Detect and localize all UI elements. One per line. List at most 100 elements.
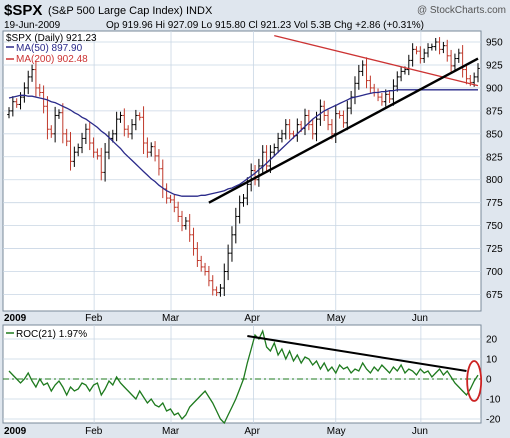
quote-date: 19-Jun-2009: [4, 20, 61, 31]
ohlc-bar: [241, 194, 246, 207]
ohlc-bar: [80, 132, 84, 154]
roc-highlight-circle: [466, 360, 483, 402]
ohlc-bar: [310, 119, 315, 140]
ohlc-bar: [426, 43, 430, 58]
ohlc-bar: [26, 70, 31, 95]
legend-ma50-label: MA(50) 897.90: [16, 43, 83, 54]
ohlc-bar: [30, 64, 34, 82]
ohlc-bar: [476, 63, 480, 83]
ohlc-bar: [326, 109, 330, 131]
ohlc-bar: [260, 145, 265, 174]
ohlc-bar: [130, 119, 134, 140]
ohlc-bar: [118, 111, 123, 123]
ohlc-bar: [122, 108, 127, 137]
ohlc-bar: [307, 109, 311, 131]
ohlc-bar: [276, 132, 280, 154]
ohlc-bar: [341, 110, 346, 128]
roc-panel: [2, 324, 482, 424]
ohlc-bar: [345, 100, 350, 131]
ohlc-bar: [456, 48, 461, 63]
price-month-label: Mar: [162, 313, 180, 324]
ohlc-bar: [172, 194, 177, 213]
roc-tick-label: 10: [486, 355, 498, 366]
roc-month-label: Feb: [85, 426, 103, 437]
legend-roc-label: ROC(21) 1.97%: [16, 329, 87, 340]
ohlc-bar: [364, 57, 369, 89]
ohlc-bar: [57, 109, 61, 119]
ohlc-bar: [287, 119, 292, 140]
ohlc-bar: [141, 106, 146, 155]
ohlc-bar: [357, 64, 361, 90]
ohlc-bar: [149, 142, 154, 157]
ohlc-bar: [199, 255, 204, 272]
ohlc-bar: [395, 71, 400, 92]
price-tick-label: 800: [486, 175, 503, 186]
ohlc-bar: [61, 103, 65, 144]
ohlc-bar: [168, 194, 173, 204]
roc-month-label: May: [327, 426, 346, 437]
ohlc-bar: [257, 158, 261, 187]
ohlc-bar: [72, 146, 77, 167]
ohlc-bar: [14, 98, 19, 108]
roc-tick-label: 0: [486, 375, 492, 386]
ohlc-bar: [7, 107, 11, 119]
ohlc-bar: [49, 125, 54, 138]
ohlc-bar: [318, 99, 323, 126]
ohlc-bar: [368, 75, 373, 93]
price-month-label: Feb: [85, 313, 103, 324]
ohlc-bar: [453, 53, 457, 71]
ohlc-bar: [430, 43, 434, 51]
ohlc-bar: [84, 123, 88, 144]
ohlc-bar: [230, 226, 234, 262]
ohlc-bar: [22, 82, 27, 103]
roc-line: [8, 329, 479, 425]
ohlc-bar: [99, 147, 104, 181]
price-tick-label: 850: [486, 129, 503, 140]
price-x-axis-labels: 2009 Feb Mar Apr May Jun: [4, 313, 428, 324]
ohlc-bar: [283, 119, 288, 140]
ohlc-bar: [449, 49, 453, 72]
roc-month-label: 2009: [4, 426, 27, 437]
stockcharts-watermark: @ StockCharts.com: [417, 5, 506, 16]
ohlc-bar: [249, 163, 253, 192]
ohlc-bar: [272, 143, 277, 157]
ohlc-bar: [184, 216, 188, 230]
ohlc-bar: [234, 207, 238, 244]
ohlc-bar: [380, 93, 384, 106]
price-tick-label: 775: [486, 198, 503, 209]
ohlc-bar: [226, 244, 230, 281]
ohlc-bar: [460, 45, 465, 78]
ohlc-bar: [383, 89, 388, 107]
ohlc-bar: [53, 106, 57, 143]
price-tick-label: 825: [486, 152, 503, 163]
ohlc-bar: [264, 145, 269, 174]
ohlc-bar: [68, 131, 73, 171]
roc-legend: ROC(21) 1.97%: [6, 329, 87, 340]
ohlc-bar: [95, 148, 100, 160]
ohlc-bar: [145, 137, 150, 158]
ohlc-bar: [399, 67, 403, 82]
ohlc-bar: [391, 79, 396, 106]
price-tick-label: 725: [486, 244, 503, 255]
ohlc-bar: [207, 265, 211, 287]
roc-trendline: [247, 335, 467, 372]
ohlc-bar: [464, 64, 469, 85]
ohlc-bar: [422, 48, 426, 63]
roc-x-axis-labels: 2009 Feb Mar Apr May Jun: [4, 426, 428, 437]
ma50-line: [8, 89, 478, 197]
ohlc-bar: [410, 43, 415, 67]
ohlc-bar: [37, 83, 42, 97]
ohlc-bar: [103, 142, 107, 182]
price-month-label: Jun: [412, 313, 428, 324]
ohlc-bar: [180, 210, 184, 232]
ohlc-bar: [195, 242, 200, 267]
ohlc-bar: [218, 284, 223, 297]
roc-tick-label: -20: [486, 415, 501, 426]
ohlc-bar: [134, 109, 138, 131]
ohlc-bar: [45, 96, 50, 140]
price-trendline: [208, 57, 479, 204]
ohlc-bar: [87, 122, 92, 151]
ohlc-bar: [418, 46, 423, 64]
roc-axis-labels: -20 -10 0 10 20: [486, 335, 501, 426]
ohlc-bar: [210, 275, 215, 296]
